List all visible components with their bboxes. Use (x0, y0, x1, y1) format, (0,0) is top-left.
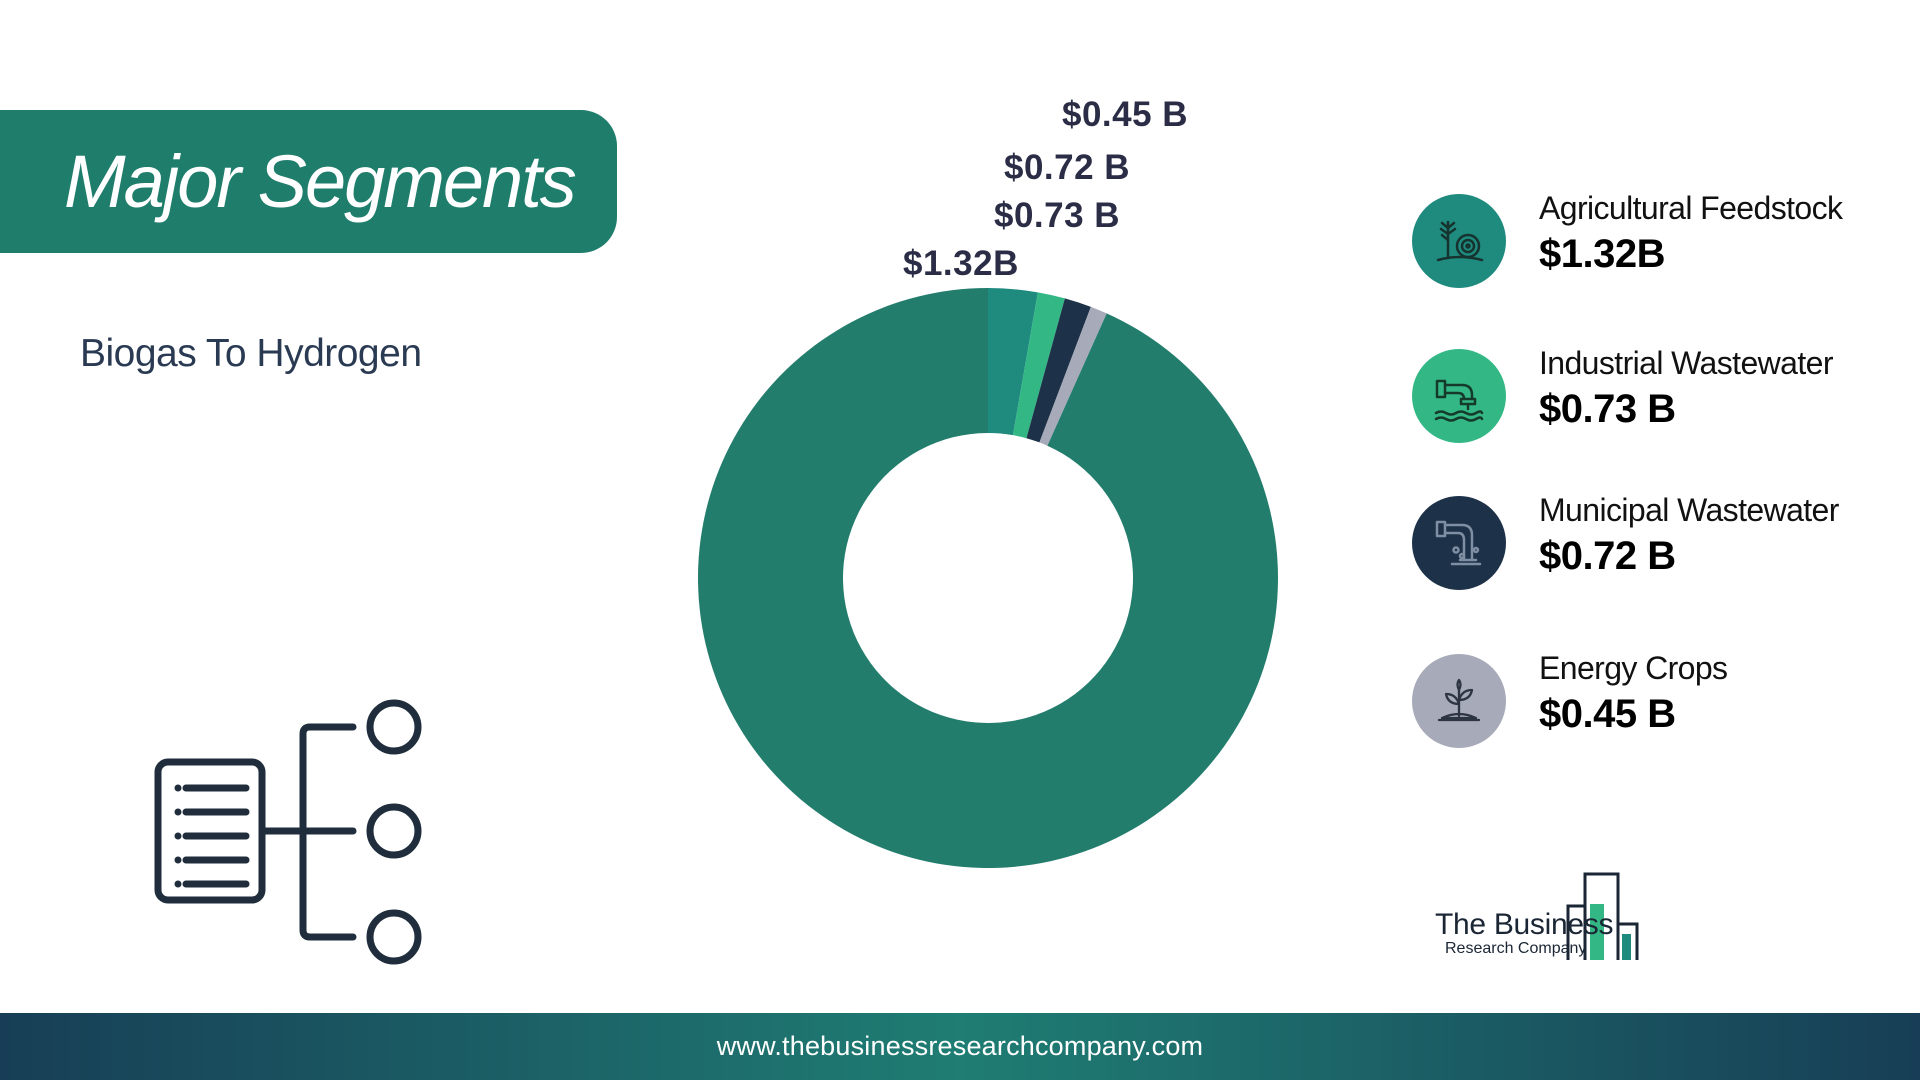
legend-name: Agricultural Feedstock (1539, 190, 1843, 226)
legend-swatch (1412, 349, 1506, 443)
data-label-agricultural-feedstock: $1.32B (903, 244, 1019, 283)
legend-item-agricultural-feedstock: Agricultural Feedstock $1.32B (1412, 190, 1882, 300)
segments-tree-icon (154, 699, 422, 965)
logo-text-secondary: Research Company (1445, 940, 1587, 957)
data-label-industrial-wastewater: $0.73 B (994, 196, 1121, 235)
municipal-sewage-icon (1435, 520, 1482, 566)
donut-slice-energy-crops (1039, 306, 1107, 446)
footer-website-link[interactable]: www.thebusinessresearchcompany.com (716, 1031, 1204, 1061)
legend-name: Energy Crops (1539, 650, 1728, 686)
title-banner: Major Segments (0, 110, 617, 253)
data-label-energy-crops: $0.45 B (1062, 95, 1189, 134)
agriculture-feedstock-icon (1436, 220, 1484, 262)
legend-value: $0.73 B (1539, 387, 1676, 431)
legend-name: Industrial Wastewater (1539, 345, 1833, 381)
legend-swatch (1412, 654, 1506, 748)
legend-item-industrial-wastewater: Industrial Wastewater $0.73 B (1412, 345, 1882, 455)
page-title: Major Segments (64, 140, 577, 223)
donut-chart (697, 288, 1278, 868)
donut-slice-municipal-wastewater (1026, 298, 1091, 443)
company-logo: The Business Research Company (1435, 870, 1745, 960)
legend-value: $1.32B (1539, 232, 1665, 276)
market-subtitle: Biogas To Hydrogen (80, 332, 422, 375)
plant-sprout-icon (1437, 678, 1481, 722)
legend-swatch (1412, 194, 1506, 288)
data-label-municipal-wastewater: $0.72 B (1004, 148, 1131, 187)
legend-swatch (1412, 496, 1506, 590)
donut-slice-industrial-wastewater (1012, 292, 1065, 439)
legend-value: $0.45 B (1539, 692, 1676, 736)
legend-name: Municipal Wastewater (1539, 492, 1839, 528)
donut-slice-remainder (697, 288, 1278, 868)
legend-item-municipal-wastewater: Municipal Wastewater $0.72 B (1412, 492, 1882, 602)
footer-bar: www.thebusinessresearchcompany.com (0, 1013, 1920, 1080)
logo-buildings-icon (1566, 872, 1639, 960)
donut-slice-agricultural-feedstock (988, 288, 1038, 436)
legend-item-energy-crops: Energy Crops $0.45 B (1412, 650, 1882, 760)
logo-text-primary: The Business (1435, 908, 1614, 941)
industrial-pipe-icon (1434, 379, 1484, 422)
legend-value: $0.72 B (1539, 534, 1676, 578)
